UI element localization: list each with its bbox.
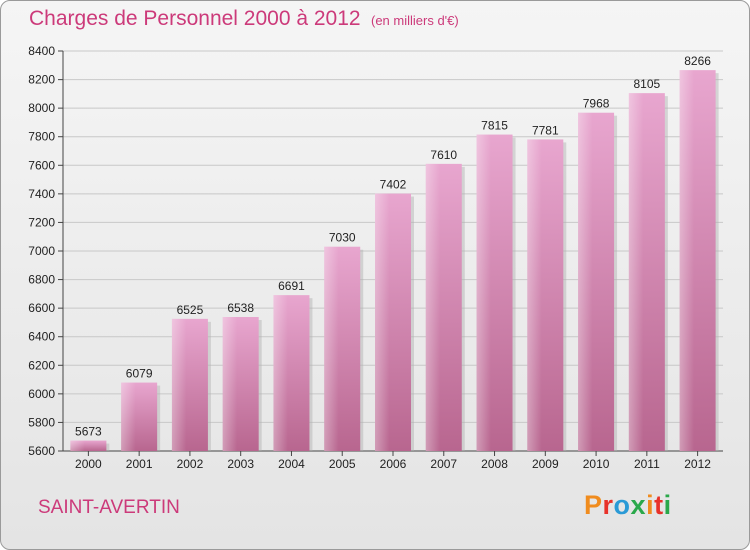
bar-highlight [375, 193, 390, 452]
y-tick-label: 6600 [28, 301, 55, 315]
bar-highlight [628, 93, 644, 452]
bar-highlight [222, 317, 238, 451]
value-label: 7402 [380, 178, 407, 192]
bar-highlight [425, 163, 441, 451]
chart-title: Charges de Personnel 2000 à 2012 [29, 7, 361, 30]
x-tick-label: 2010 [583, 457, 610, 471]
value-label: 8105 [633, 77, 660, 91]
y-tick-label: 6000 [28, 387, 55, 401]
logo-letter: x [630, 490, 647, 520]
bar-highlight [578, 112, 593, 451]
bar-highlight [70, 440, 85, 451]
value-label: 5673 [75, 425, 102, 439]
bar-highlight [679, 70, 695, 452]
value-label: 6538 [227, 301, 254, 315]
y-tick-label: 7800 [28, 130, 55, 144]
bar-highlight [171, 318, 187, 451]
x-tick-label: 2008 [481, 457, 508, 471]
value-label: 8266 [684, 54, 711, 68]
y-tick-label: 6400 [28, 330, 55, 344]
x-tick-label: 2004 [278, 457, 305, 471]
label-layer: 5673 6079 6525 6538 6691 7030 7402 7610 7815 7781… [75, 54, 711, 438]
x-tick-label: 2009 [532, 457, 559, 471]
y-tick-label: 5800 [28, 415, 55, 429]
x-tick-label: 2003 [227, 457, 254, 471]
y-tick-label: 7600 [28, 158, 55, 172]
bar-highlight [121, 382, 136, 451]
logo-letter: r [602, 490, 614, 520]
y-tick-label: 7200 [28, 215, 55, 229]
x-tick-label: 2006 [380, 457, 407, 471]
y-tick-label: 7400 [28, 187, 55, 201]
value-label: 6691 [278, 279, 305, 293]
logo-letter: o [613, 490, 631, 520]
y-tick-label: 5600 [28, 444, 55, 458]
x-tick-label: 2001 [126, 457, 153, 471]
bar-highlight [273, 295, 288, 451]
commune-name: SAINT-AVERTIN [38, 497, 180, 518]
bar-layer [70, 70, 719, 452]
value-label: 6525 [177, 303, 204, 317]
y-tick-label: 8400 [28, 44, 55, 58]
logo-letter: t [654, 490, 664, 520]
x-tick-label: 2007 [430, 457, 457, 471]
x-tick-label: 2002 [177, 457, 204, 471]
y-tick-label: 7000 [28, 244, 55, 258]
value-label: 7968 [583, 97, 610, 111]
y-tick-label: 6200 [28, 358, 55, 372]
bar-highlight [527, 139, 542, 451]
logo-letter: i [663, 490, 672, 520]
x-tick-label: 2000 [75, 457, 102, 471]
y-tick-label: 8000 [28, 101, 55, 115]
bar-2000 [70, 440, 107, 451]
y-tick-label: 6800 [28, 273, 55, 287]
y-tick-label: 8200 [28, 73, 55, 87]
chart-unit: (en milliers d'€) [371, 13, 459, 28]
value-label: 6079 [126, 367, 153, 381]
x-tick-label: 2012 [684, 457, 711, 471]
bar-highlight [476, 134, 491, 452]
logo-letter: P [584, 490, 603, 520]
proxiti-logo: Proxiti [584, 490, 672, 521]
logo-letter: i [646, 490, 655, 520]
x-tick-label: 2011 [634, 457, 660, 471]
x-tick-label: 2005 [329, 457, 356, 471]
bar-highlight [324, 246, 339, 451]
value-label: 7610 [430, 148, 457, 162]
value-label: 7815 [481, 119, 508, 133]
value-label: 7030 [329, 231, 356, 245]
value-label: 7781 [532, 123, 559, 137]
